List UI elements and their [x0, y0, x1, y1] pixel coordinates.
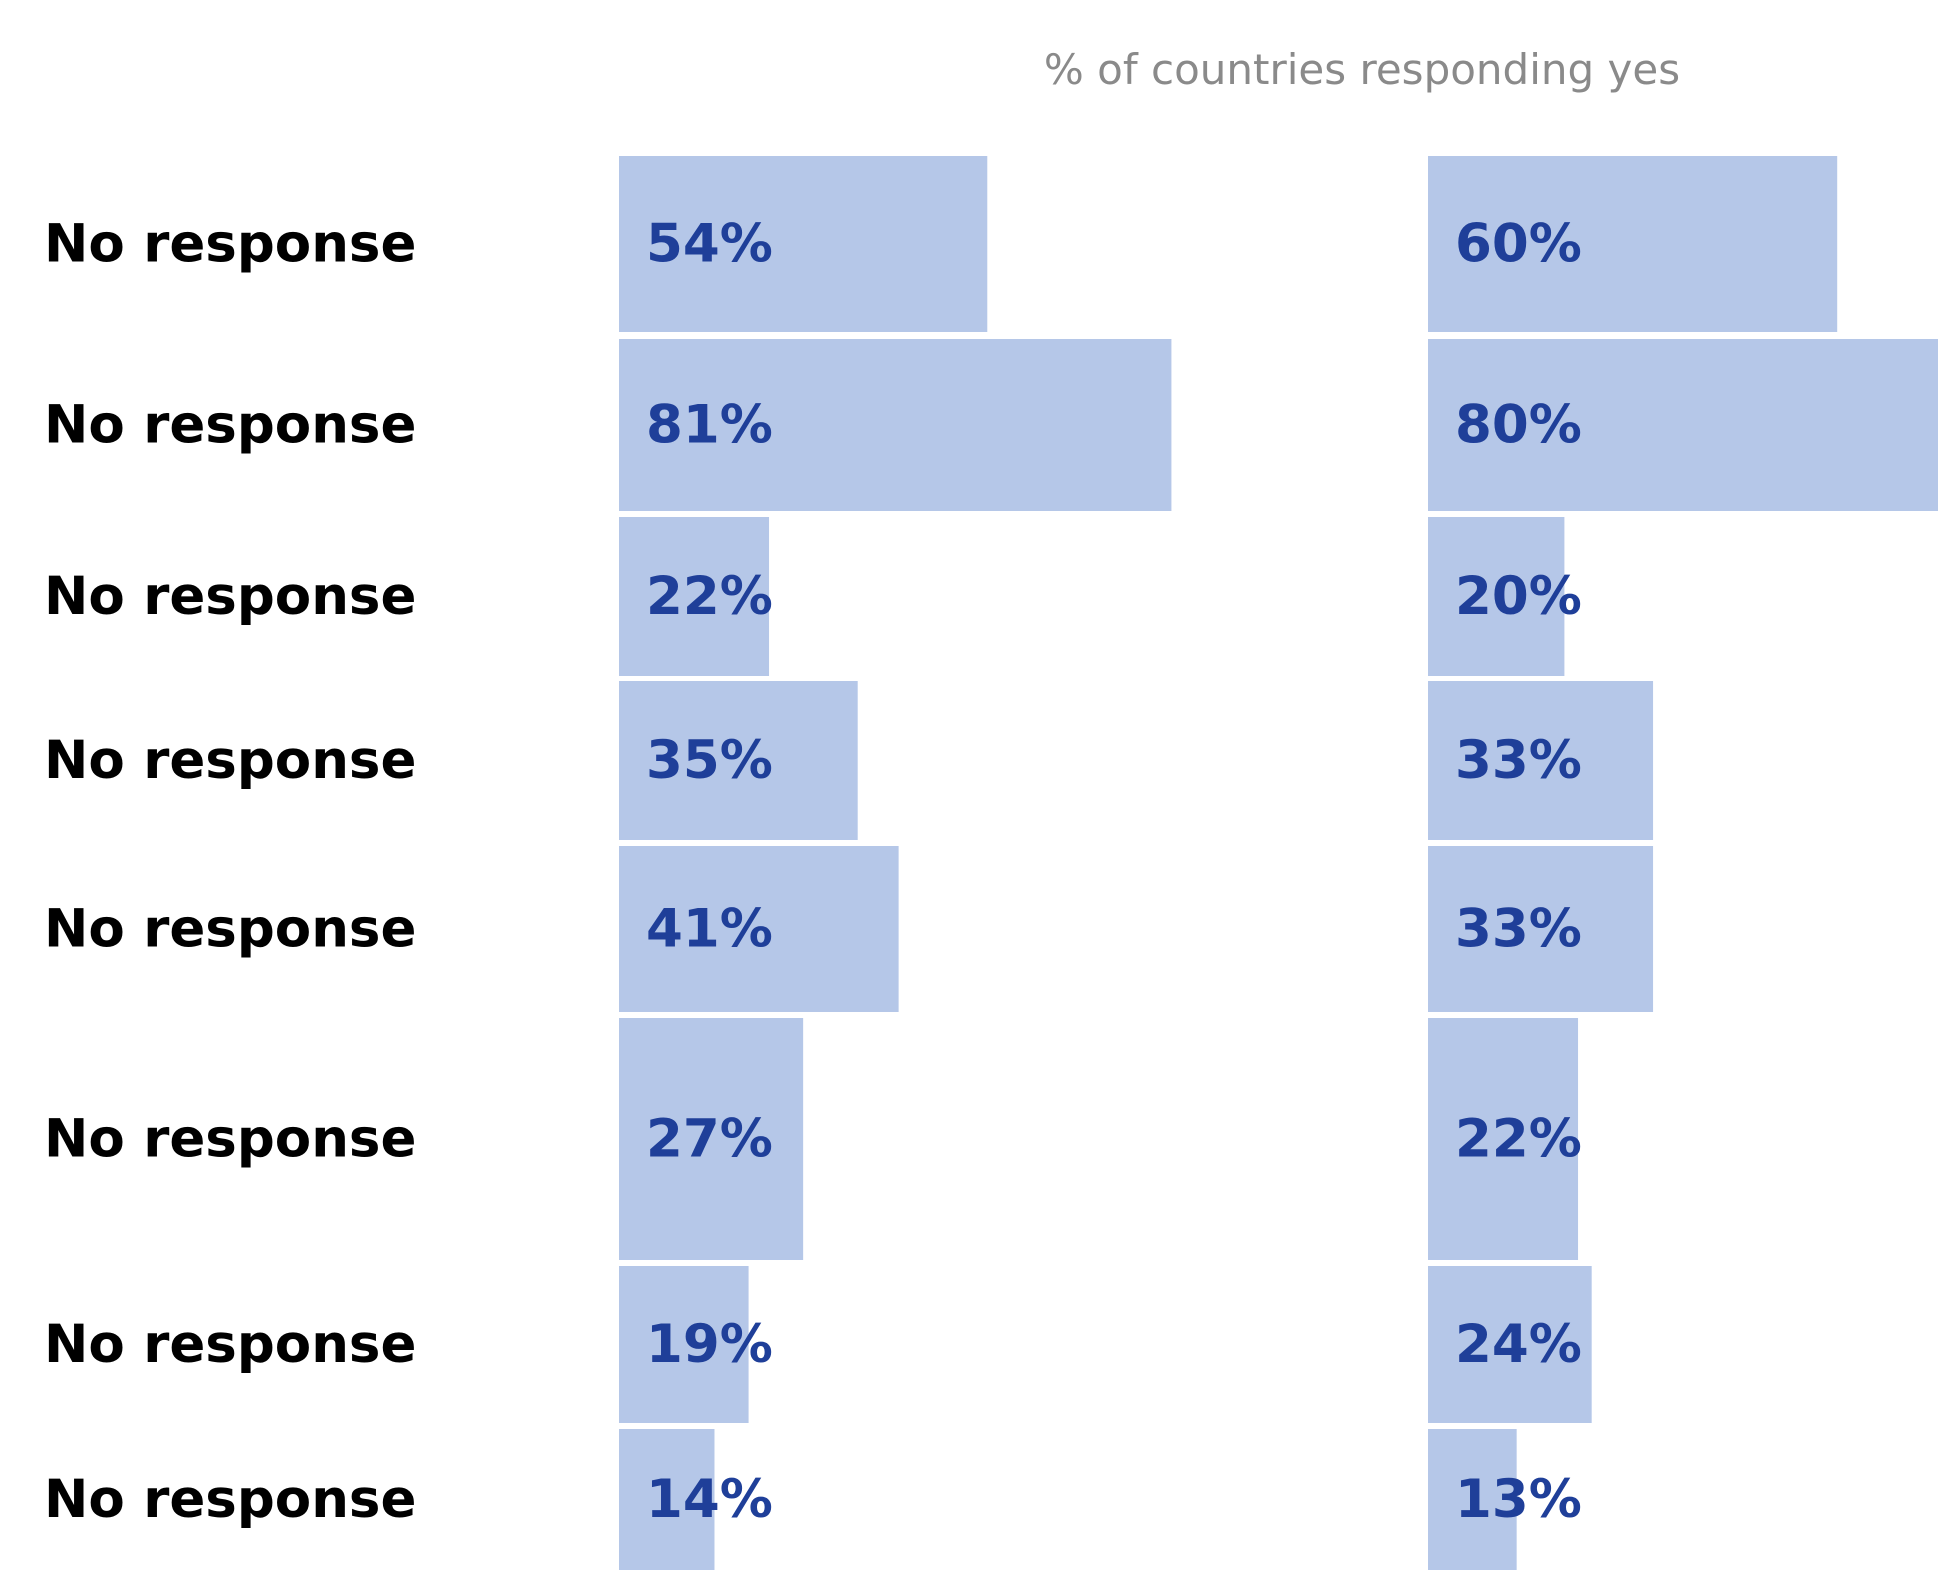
bar: [619, 1266, 749, 1423]
bar: [1428, 1429, 1517, 1570]
bar: [619, 156, 988, 332]
bar-value-label: 19%: [646, 1314, 773, 1375]
bar-value-label: 60%: [1455, 214, 1582, 275]
bar-value-label: 33%: [1455, 730, 1582, 791]
row-label: No response: [44, 1109, 416, 1170]
row-label: No response: [44, 730, 416, 791]
bar: [1428, 156, 1838, 332]
labels-layer: No response 54% 60% No response 81% 80% No res…: [44, 214, 1582, 1531]
bar: [1428, 517, 1565, 676]
row-label: No response: [44, 1314, 416, 1375]
bar-value-label: 22%: [1455, 1109, 1582, 1170]
bar: [619, 1429, 715, 1570]
bar-value-label: 22%: [646, 566, 773, 627]
bar-value-label: 33%: [1455, 899, 1582, 960]
bar-value-label: 27%: [646, 1109, 773, 1170]
bar: [1428, 846, 1654, 1012]
bar: [1428, 681, 1654, 840]
bar-value-label: 20%: [1455, 566, 1582, 627]
row-label: No response: [44, 1469, 416, 1530]
bar-value-label: 13%: [1455, 1469, 1582, 1530]
bar-value-label: 80%: [1455, 395, 1582, 456]
bar: [619, 846, 899, 1012]
bar: [619, 1018, 804, 1260]
bar: [1428, 1018, 1579, 1260]
bar-value-label: 35%: [646, 730, 773, 791]
bar: [1428, 1266, 1592, 1423]
bar-value-label: 81%: [646, 395, 773, 456]
bar: [619, 339, 1172, 511]
bar: [619, 681, 858, 840]
bar-value-label: 54%: [646, 214, 773, 275]
bar-value-label: 14%: [646, 1469, 773, 1530]
row-label: No response: [44, 899, 416, 960]
bar: [619, 517, 770, 676]
row-label: No response: [44, 214, 416, 275]
chart-subtitle: % of countries responding yes: [1044, 45, 1680, 94]
bar-value-label: 24%: [1455, 1314, 1582, 1375]
bars-layer: [619, 156, 1938, 1570]
row-label: No response: [44, 566, 416, 627]
bar: [1428, 339, 1938, 511]
bar-value-label: 41%: [646, 899, 773, 960]
row-label: No response: [44, 395, 416, 456]
